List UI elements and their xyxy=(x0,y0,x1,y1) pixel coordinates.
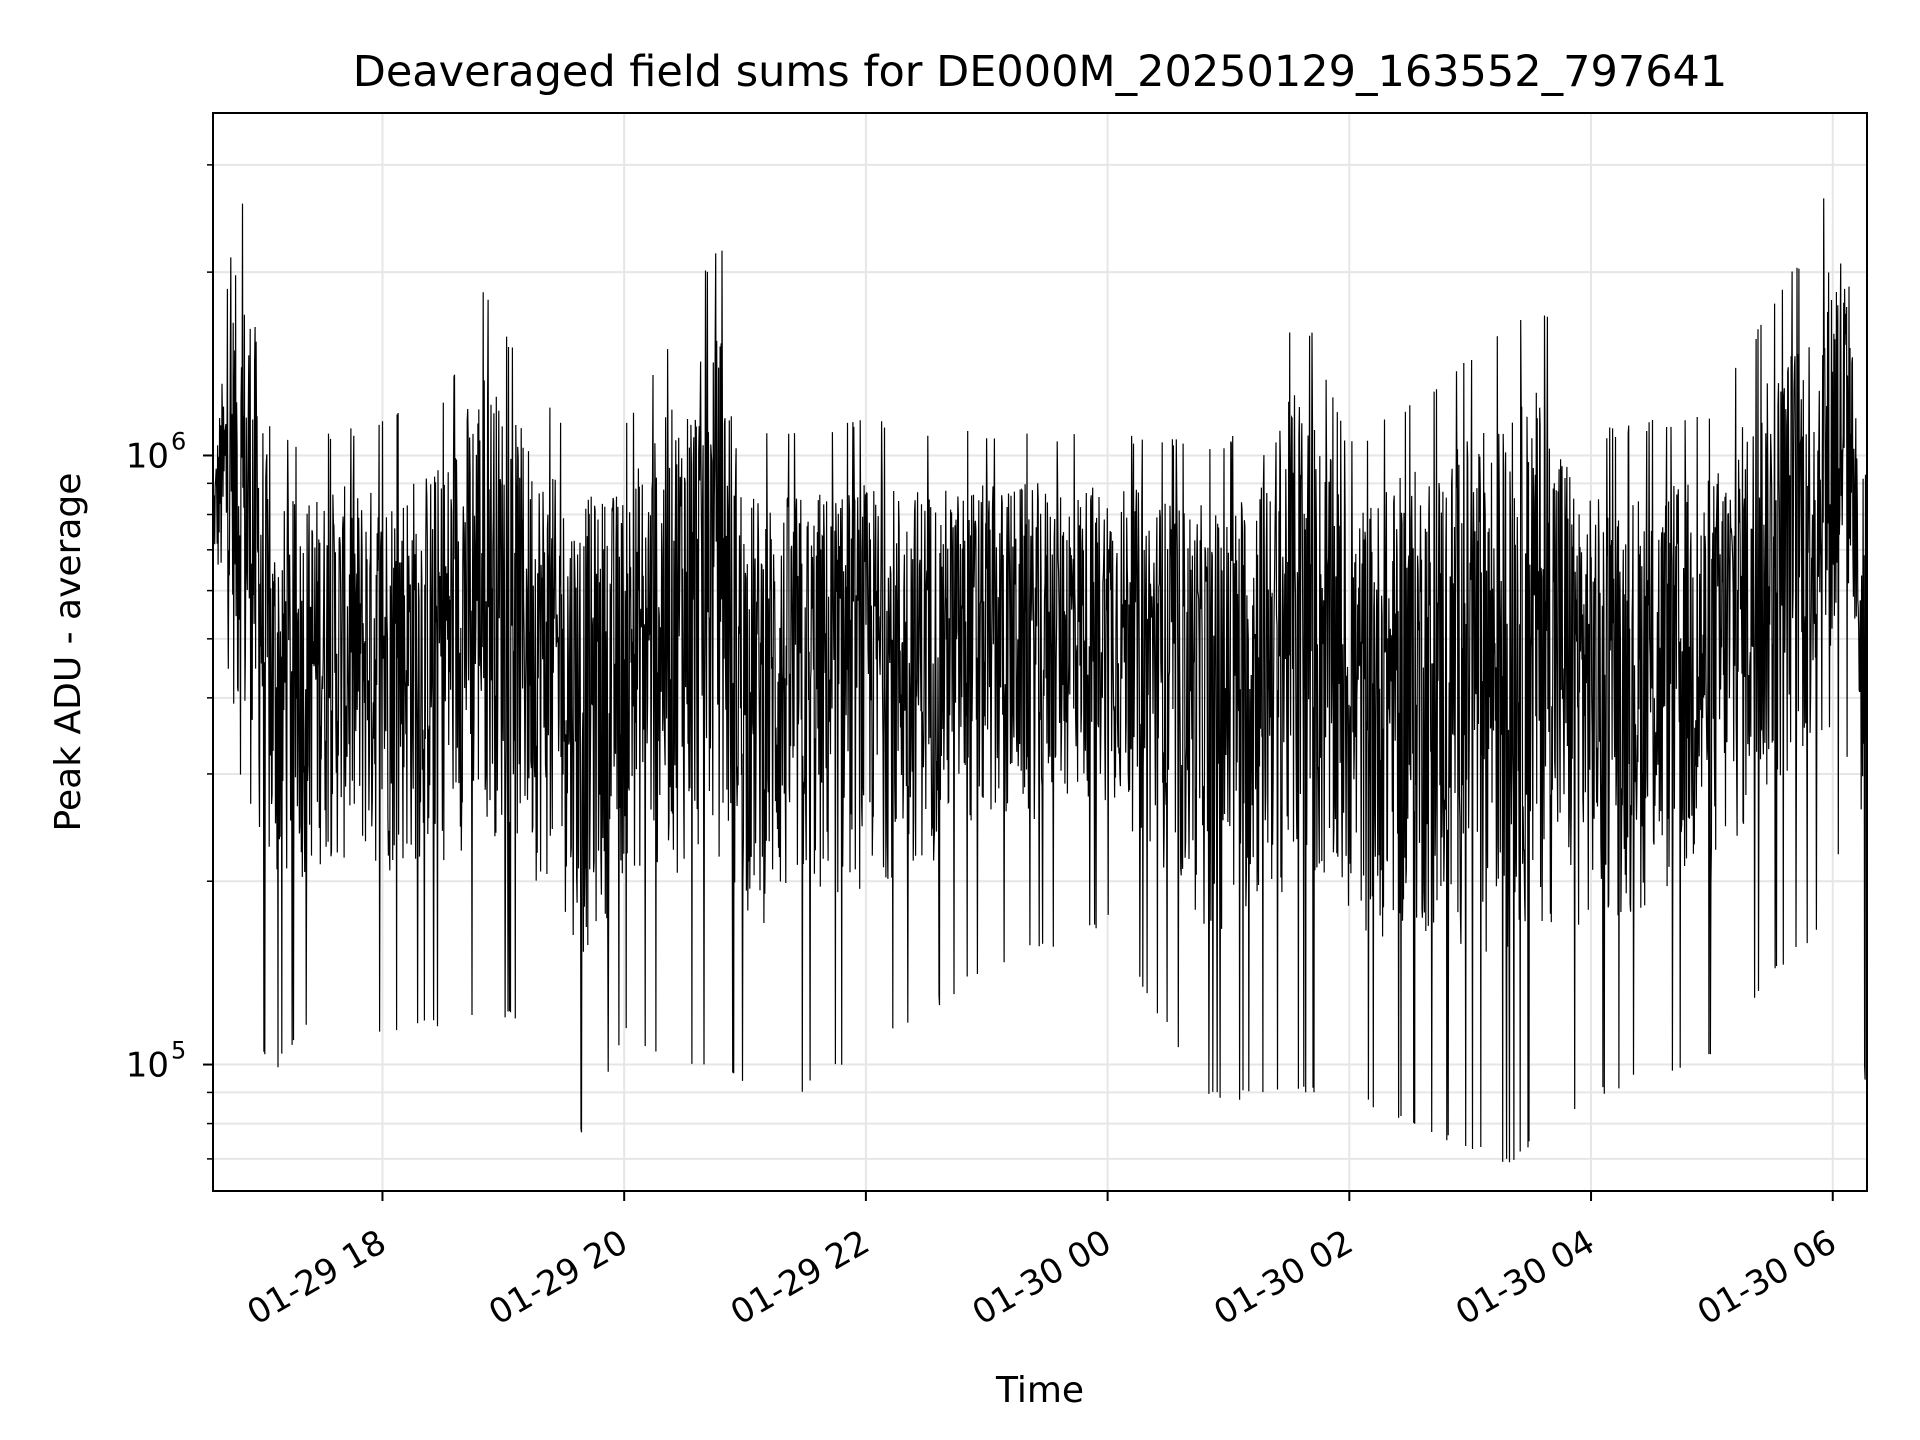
y-tick-label: 10 xyxy=(126,436,169,476)
data-area xyxy=(212,198,1868,1163)
x-axis-label: Time xyxy=(995,1370,1084,1411)
y-tick-exponent: 5 xyxy=(171,1037,186,1065)
series-line xyxy=(212,198,1868,1163)
plot-frame xyxy=(212,112,1868,1192)
y-tick-label: 10 xyxy=(126,1046,169,1086)
chart-title: Deaveraged field sums for DE000M_2025012… xyxy=(353,47,1728,97)
y-axis-label: Peak ADU - average xyxy=(48,473,89,832)
y-tick-exponent: 6 xyxy=(171,427,186,455)
